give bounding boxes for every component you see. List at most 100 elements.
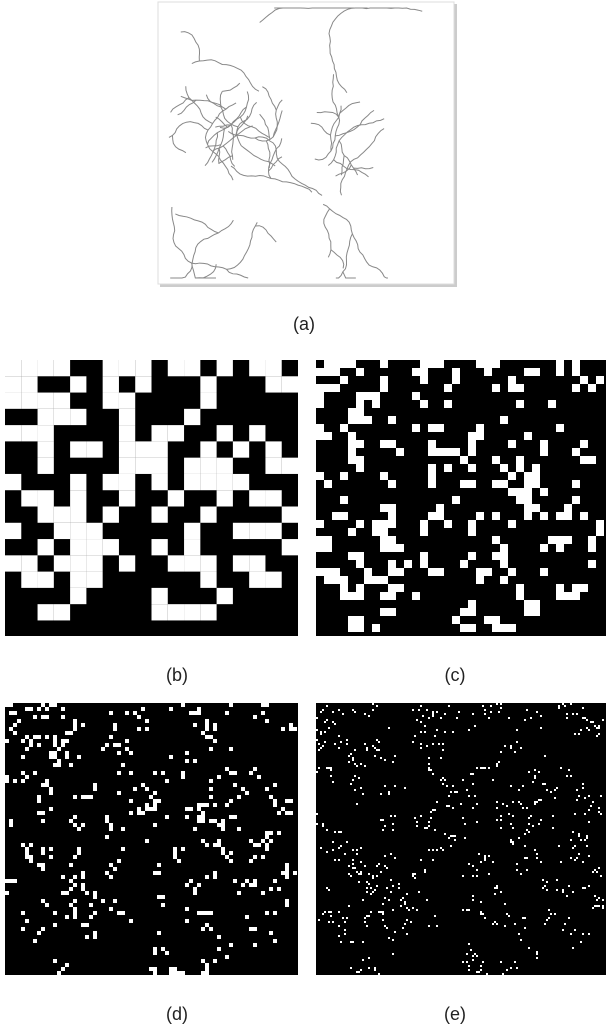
pixel [189, 807, 193, 811]
pixel [550, 913, 552, 915]
pixel [572, 592, 580, 600]
pixel [77, 827, 81, 831]
pixel [70, 572, 86, 588]
pixel [49, 791, 53, 795]
pixel [85, 935, 89, 939]
pixel [474, 795, 476, 797]
pixel [394, 755, 396, 757]
pixel [37, 811, 41, 815]
pixel [249, 572, 265, 588]
pixel [364, 765, 366, 767]
pixel [282, 539, 298, 555]
pixel [414, 877, 416, 879]
pixel [412, 709, 414, 711]
pixel [494, 887, 496, 889]
pixel [394, 815, 396, 817]
pixel [360, 871, 362, 873]
pixel [153, 807, 157, 811]
pixel [436, 925, 438, 927]
pixel [364, 917, 366, 919]
pixel [350, 941, 352, 943]
pixel [193, 887, 197, 891]
pixel [119, 490, 135, 506]
pixel [121, 827, 125, 831]
pixel [500, 416, 508, 424]
pixel [61, 743, 65, 747]
pixel [562, 703, 564, 705]
pixel [348, 865, 350, 867]
pixel [588, 536, 596, 544]
pixel [200, 441, 216, 457]
pixel [572, 368, 580, 376]
pixel [382, 903, 384, 905]
pixel [492, 616, 500, 624]
pixel [540, 440, 548, 448]
pixel [360, 787, 362, 789]
pixel [532, 608, 540, 616]
pixel [38, 604, 54, 620]
pixel [380, 592, 388, 600]
pixel [200, 604, 216, 620]
pixel [524, 600, 532, 608]
pixel [197, 883, 201, 887]
pixel [332, 576, 340, 584]
pixel [390, 891, 392, 893]
pixel [478, 853, 480, 855]
pixel [448, 795, 450, 797]
pixel [456, 791, 458, 793]
pixel [524, 368, 532, 376]
pixel [152, 425, 168, 441]
pixel [209, 927, 213, 931]
pixel [356, 616, 364, 624]
pixel [57, 747, 61, 751]
pixel [564, 705, 566, 707]
pixel [440, 779, 442, 781]
pixel [37, 707, 41, 711]
pixel [426, 745, 428, 747]
pixel [428, 717, 430, 719]
pixel [103, 393, 119, 409]
pixel [65, 739, 69, 743]
pixel [103, 507, 119, 523]
pixel [540, 488, 548, 496]
pixel [330, 915, 332, 917]
pixel [576, 789, 578, 791]
pixel [392, 829, 394, 831]
pixel [472, 713, 474, 715]
pixel [602, 905, 604, 907]
pixel [390, 815, 392, 817]
pixel [388, 793, 390, 795]
pixel [356, 464, 364, 472]
pixel [233, 879, 237, 883]
pixel [324, 731, 326, 733]
pixel [173, 851, 177, 855]
pixel [428, 769, 430, 771]
pixel [434, 809, 436, 811]
pixel [346, 739, 348, 741]
panel-label: (a) [293, 314, 315, 334]
pixel [394, 785, 396, 787]
pixel [428, 767, 430, 769]
pixel [402, 897, 404, 899]
pixel [500, 560, 508, 568]
pixel [420, 360, 428, 368]
pixel [241, 787, 245, 791]
pixel [494, 893, 496, 895]
pixel [450, 845, 452, 847]
pixel [205, 923, 209, 927]
pixel [152, 604, 168, 620]
pixel [253, 879, 257, 883]
pixel [221, 847, 225, 851]
pixel [81, 871, 85, 875]
pixel [229, 703, 233, 707]
pixel [380, 440, 388, 448]
pixel [452, 496, 460, 504]
page: {"panels": [{"label": "(a)"}, {"label": … [0, 0, 608, 1034]
pixel [21, 572, 37, 588]
pixel [516, 384, 524, 392]
pixel [41, 783, 45, 787]
pixel [322, 745, 324, 747]
pixel [41, 703, 45, 707]
pixel [466, 789, 468, 791]
pixel [324, 741, 326, 743]
